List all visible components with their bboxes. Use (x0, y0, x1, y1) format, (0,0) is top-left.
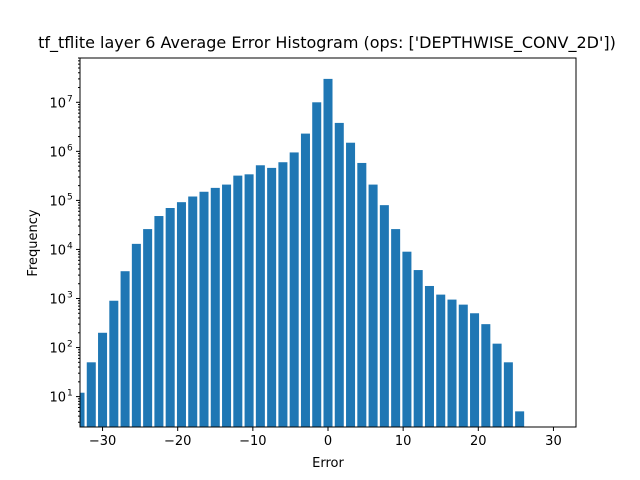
histogram-bar (267, 167, 277, 427)
histogram-bar (470, 313, 480, 427)
histogram-bar (199, 191, 209, 427)
histogram-bar (98, 332, 108, 427)
x-tick-label: −20 (164, 434, 191, 449)
y-tick-label: 10 (49, 342, 66, 357)
histogram-bar (515, 411, 525, 427)
histogram-bar (86, 362, 96, 427)
histogram-bar (176, 202, 186, 427)
x-tick-label: 30 (545, 434, 562, 449)
histogram-bar (80, 392, 85, 427)
y-axis-label: Frequency (26, 209, 41, 276)
y-tick-label: 10 (49, 243, 66, 258)
axes-frame (79, 57, 577, 428)
histogram-bar (300, 133, 310, 427)
histogram-bar (154, 216, 164, 427)
histogram-bar (109, 300, 119, 427)
histogram-bar (334, 122, 344, 427)
x-axis-label: Error (312, 456, 344, 471)
histogram-bar (188, 196, 198, 427)
histogram-bar (143, 229, 153, 427)
y-tick-label-exponent: 6 (67, 143, 73, 153)
x-tick-label: 20 (470, 434, 487, 449)
histogram-bar (233, 175, 243, 427)
y-tick-label: 10 (49, 145, 66, 160)
y-tick-label-exponent: 5 (67, 192, 73, 202)
histogram-bar (503, 362, 513, 427)
histogram-bar (458, 304, 468, 427)
chart-title: tf_tflite layer 6 Average Error Histogra… (38, 33, 616, 53)
histogram-bar (447, 299, 457, 427)
histogram-bar (391, 229, 401, 427)
y-tick-label-exponent: 4 (67, 241, 73, 251)
histogram-bar (323, 78, 333, 427)
y-tick-label: 10 (49, 391, 66, 406)
histogram-bar (357, 162, 367, 427)
histogram-bar (312, 102, 322, 428)
x-tick-label: 10 (395, 434, 412, 449)
y-tick-label-exponent: 1 (67, 389, 73, 399)
y-tick-label-exponent: 3 (67, 290, 73, 300)
histogram-bar (244, 174, 254, 427)
bars-group (80, 78, 525, 428)
histogram-bar (492, 343, 502, 427)
histogram-bar (289, 152, 299, 427)
histogram-bar (424, 285, 434, 427)
y-tick-label: 10 (49, 96, 66, 111)
histogram-bar (222, 184, 232, 427)
histogram-bar (255, 165, 265, 427)
histogram-bar (481, 324, 491, 427)
histogram-bar (346, 142, 356, 427)
histogram-bar (165, 208, 175, 427)
histogram-bar (379, 205, 389, 427)
x-tick-label: −10 (239, 434, 266, 449)
histogram-bar (402, 251, 412, 427)
x-tick-label: 0 (324, 434, 332, 449)
y-tick-label: 10 (49, 194, 66, 209)
histogram-bar (131, 243, 141, 427)
histogram-bar (210, 187, 220, 427)
y-tick-label-exponent: 7 (67, 94, 73, 104)
y-tick-label-exponent: 2 (67, 340, 73, 350)
x-axis-ticks: −30 −20 −10 0 10 20 30 (89, 427, 562, 449)
histogram-bar (278, 162, 288, 428)
y-tick-label: 10 (49, 292, 66, 307)
histogram-bar (436, 294, 446, 427)
x-tick-label: −30 (89, 434, 116, 449)
histogram-bar (413, 270, 423, 427)
histogram-bar (368, 184, 378, 427)
histogram-bar (120, 271, 130, 427)
